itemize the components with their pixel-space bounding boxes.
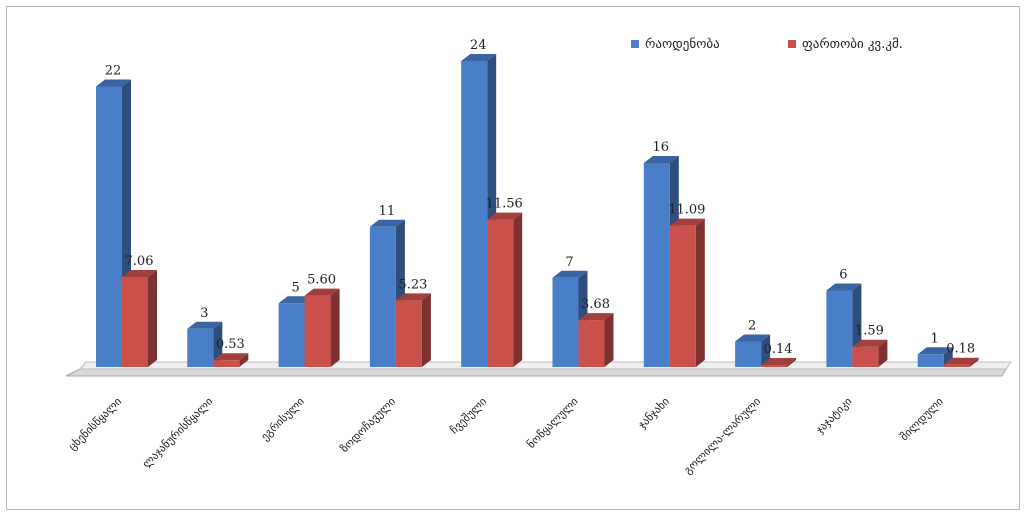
data-labels: 227.0630.5355.60115.232411.5673.681611.0… bbox=[105, 38, 975, 357]
legend-item-count: რაოდენობა bbox=[631, 37, 720, 52]
data-label-count-5: 7 bbox=[565, 255, 573, 270]
category-label-7: გოლილა-ლარული bbox=[681, 395, 763, 477]
bar-count-7 bbox=[735, 334, 771, 367]
data-label-count-3: 11 bbox=[379, 204, 396, 219]
category-label-0: ცხენისწყალი bbox=[66, 395, 124, 453]
data-label-area-2: 5.60 bbox=[307, 273, 336, 288]
bar-count-9 bbox=[917, 347, 953, 367]
data-label-count-1: 3 bbox=[200, 306, 208, 321]
category-label-9: შილდული bbox=[898, 395, 946, 443]
bar-area-0 bbox=[122, 269, 157, 367]
data-label-count-0: 22 bbox=[105, 64, 122, 79]
bar-area-2 bbox=[304, 288, 340, 367]
category-labels: ცხენისწყალი ლაჯანურისწყალი ეგრისული ზოდოჩავ… bbox=[66, 395, 946, 477]
bar-area-9 bbox=[943, 357, 979, 367]
category-label-3: ზოდოჩავული bbox=[338, 395, 398, 455]
bar-area-3 bbox=[395, 293, 431, 367]
bar-area-1 bbox=[213, 353, 249, 367]
data-label-area-0: 7.06 bbox=[125, 254, 154, 269]
category-label-5: ნოწყალული bbox=[525, 395, 581, 451]
data-label-area-9: 0.18 bbox=[946, 342, 975, 357]
bars bbox=[96, 54, 979, 367]
bar-area-8 bbox=[852, 339, 888, 367]
category-label-1: ლაჯანურისწყალი bbox=[140, 395, 216, 471]
category-label-4: ჩვეშული bbox=[448, 395, 490, 437]
data-label-count-7: 2 bbox=[748, 319, 756, 334]
legend: რაოდენობა ფართობი კვ.კმ. bbox=[631, 37, 903, 52]
data-label-area-5: 3.68 bbox=[581, 297, 610, 312]
data-label-area-7: 0.14 bbox=[764, 342, 793, 357]
bar-area-5 bbox=[578, 313, 614, 367]
data-label-count-6: 16 bbox=[653, 140, 670, 155]
legend-item-area: ფართობი კვ.კმ. bbox=[788, 37, 903, 52]
category-label-6: ჯანჯახი bbox=[636, 395, 673, 432]
data-label-count-8: 6 bbox=[839, 268, 847, 283]
category-label-2: ეგრისული bbox=[258, 395, 307, 444]
legend-label: ფართობი კვ.კმ. bbox=[802, 37, 903, 52]
bar-count-1 bbox=[187, 321, 223, 367]
data-label-area-8: 1.59 bbox=[855, 324, 884, 339]
category-label-8: ჯაჯატიკი bbox=[813, 395, 854, 436]
data-label-count-9: 1 bbox=[931, 331, 939, 346]
data-label-area-6: 11.09 bbox=[668, 203, 705, 218]
bar-area-6 bbox=[669, 218, 705, 367]
data-label-area-1: 0.53 bbox=[216, 337, 245, 352]
data-label-count-2: 5 bbox=[291, 280, 299, 295]
legend-swatch bbox=[788, 40, 796, 48]
bar-area-4 bbox=[487, 212, 523, 367]
bar-area-7 bbox=[761, 358, 797, 367]
data-label-area-3: 5.23 bbox=[398, 277, 427, 292]
data-label-area-4: 11.56 bbox=[486, 197, 523, 212]
legend-swatch bbox=[631, 40, 639, 48]
legend-label: რაოდენობა bbox=[645, 37, 720, 52]
data-label-count-4: 24 bbox=[470, 38, 487, 53]
